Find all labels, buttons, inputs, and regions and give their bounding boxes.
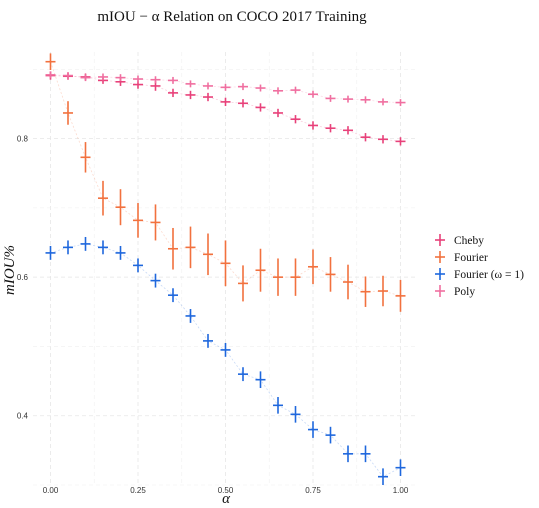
y-axis-title: mIOU% (2, 245, 18, 295)
y-tick-label: 0.6 (17, 273, 29, 282)
series-fourier (45, 53, 406, 312)
x-tick-label: 0.00 (43, 486, 59, 495)
legend: Cheby Fourier Fourier (ω = 1) Poly (435, 234, 524, 298)
legend-label: Cheby (454, 235, 484, 247)
y-tick-label: 0.4 (17, 412, 29, 421)
legend-label: Fourier (454, 252, 488, 264)
chart-title: mIOU − α Relation on COCO 2017 Training (97, 9, 367, 25)
legend-label: Fourier (ω = 1) (454, 269, 524, 281)
x-axis-title: α (222, 491, 231, 507)
x-axis: 0.00 0.25 0.50 0.75 1.00 (43, 486, 409, 495)
y-axis: 0.4 0.6 0.8 (17, 135, 29, 421)
legend-item: Fourier (435, 251, 488, 264)
legend-item: Cheby (435, 234, 484, 247)
legend-item: Fourier (ω = 1) (435, 268, 524, 281)
legend-item: Poly (435, 285, 475, 298)
trend-line (50, 74, 401, 103)
plot-area (45, 53, 406, 485)
series-poly (45, 71, 406, 107)
x-tick-label: 0.50 (218, 486, 234, 495)
grid (33, 52, 418, 486)
x-tick-label: 0.75 (305, 486, 321, 495)
legend-label: Poly (454, 286, 475, 298)
y-tick-label: 0.8 (17, 135, 29, 144)
x-tick-label: 1.00 (393, 486, 409, 495)
x-tick-label: 0.25 (130, 486, 146, 495)
series-fourier-1 (45, 236, 406, 485)
